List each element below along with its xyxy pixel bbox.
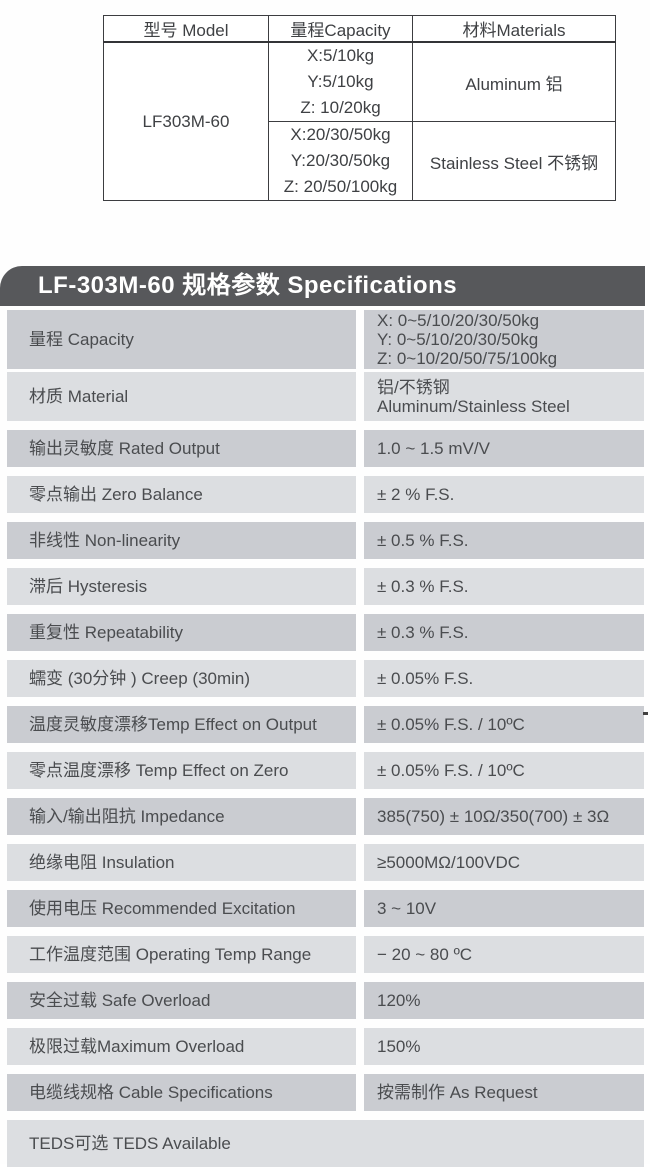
spec-value: 385(750) ± 10Ω/350(700) ± 3Ω bbox=[364, 798, 644, 835]
capacity-cell-stainless: X:20/30/50kg Y:20/30/50kg Z: 20/50/100kg bbox=[268, 121, 413, 201]
spec-value-line: Aluminum/Stainless Steel bbox=[377, 396, 570, 416]
spec-value: ± 0.3 % F.S. bbox=[364, 614, 644, 651]
spec-label: 工作温度范围 Operating Temp Range bbox=[7, 936, 356, 973]
spec-row-impedance: 输入/输出阻抗 Impedance 385(750) ± 10Ω/350(700… bbox=[7, 798, 644, 835]
material-cell-aluminum: Aluminum 铝 bbox=[412, 41, 616, 122]
spec-label: 材质 Material bbox=[7, 372, 356, 421]
spec-value-line: Z: 0~10/20/50/75/100kg bbox=[377, 349, 558, 368]
spec-value: X: 0~5/10/20/30/50kg Y: 0~5/10/20/30/50k… bbox=[364, 310, 644, 369]
capacity-line: Y:5/10kg bbox=[307, 72, 374, 91]
spec-value: ≥5000MΩ/100VDC bbox=[364, 844, 644, 881]
spec-label: 输出灵敏度 Rated Output bbox=[7, 430, 356, 467]
model-name-cell: LF303M-60 bbox=[103, 41, 269, 201]
model-table-header-row: 型号 Model 量程Capacity 材料Materials bbox=[103, 15, 616, 43]
spec-row-hysteresis: 滞后 Hysteresis ± 0.3 % F.S. bbox=[7, 568, 644, 605]
capacity-line: X:5/10kg bbox=[306, 46, 375, 65]
spec-value: ± 0.05% F.S. / 10ºC bbox=[364, 706, 644, 743]
spec-value: − 20 ~ 80 ºC bbox=[364, 936, 644, 973]
spec-label: 滞后 Hysteresis bbox=[7, 568, 356, 605]
capacity-cell-aluminum: X:5/10kg Y:5/10kg Z: 10/20kg bbox=[268, 41, 413, 122]
specifications-title-bar: LF-303M-60 规格参数 Specifications bbox=[0, 266, 645, 306]
capacity-line: Z: 10/20kg bbox=[300, 98, 381, 117]
spec-row-maximum-overload: 极限过载Maximum Overload 150% bbox=[7, 1028, 644, 1065]
spec-row-insulation: 绝缘电阻 Insulation ≥5000MΩ/100VDC bbox=[7, 844, 644, 881]
spec-value: 铝/不锈钢 Aluminum/Stainless Steel bbox=[364, 372, 644, 421]
spec-row-cable-specifications: 电缆线规格 Cable Specifications 按需制作 As Reque… bbox=[7, 1074, 644, 1111]
spec-row-non-linearity: 非线性 Non-linearity ± 0.5 % F.S. bbox=[7, 522, 644, 559]
spec-row-repeatability: 重复性 Repeatability ± 0.3 % F.S. bbox=[7, 614, 644, 651]
spec-row-operating-temp: 工作温度范围 Operating Temp Range − 20 ~ 80 ºC bbox=[7, 936, 644, 973]
spec-label: 使用电压 Recommended Excitation bbox=[7, 890, 356, 927]
spec-label: 输入/输出阻抗 Impedance bbox=[7, 798, 356, 835]
spec-label: 零点温度漂移 Temp Effect on Zero bbox=[7, 752, 356, 789]
spec-label: 蠕变 (30分钟 ) Creep (30min) bbox=[7, 660, 356, 697]
spec-label: 非线性 Non-linearity bbox=[7, 522, 356, 559]
spec-label: TEDS可选 TEDS Available bbox=[7, 1120, 644, 1167]
spec-row-material: 材质 Material 铝/不锈钢 Aluminum/Stainless Ste… bbox=[7, 372, 644, 421]
spec-value-line: 铝/不锈钢 bbox=[377, 377, 450, 397]
spec-row-excitation: 使用电压 Recommended Excitation 3 ~ 10V bbox=[7, 890, 644, 927]
spec-value: 120% bbox=[364, 982, 644, 1019]
model-table-header-materials: 材料Materials bbox=[412, 15, 616, 43]
spec-row-capacity: 量程 Capacity X: 0~5/10/20/30/50kg Y: 0~5/… bbox=[7, 310, 644, 369]
model-table-header-model: 型号 Model bbox=[103, 15, 269, 43]
model-table-row-stainless: X:20/30/50kg Y:20/30/50kg Z: 20/50/100kg… bbox=[104, 121, 616, 201]
edge-artifact-mark bbox=[643, 712, 648, 715]
spec-value-line: X: 0~5/10/20/30/50kg bbox=[377, 311, 540, 330]
spec-row-temp-effect-zero: 零点温度漂移 Temp Effect on Zero ± 0.05% F.S. … bbox=[7, 752, 644, 789]
spec-label: 极限过载Maximum Overload bbox=[7, 1028, 356, 1065]
specifications-table: 量程 Capacity X: 0~5/10/20/30/50kg Y: 0~5/… bbox=[7, 310, 644, 1167]
spec-value: ± 2 % F.S. bbox=[364, 476, 644, 513]
model-table: 型号 Model 量程Capacity 材料Materials LF303M-6… bbox=[103, 15, 616, 201]
spec-row-safe-overload: 安全过载 Safe Overload 120% bbox=[7, 982, 644, 1019]
spec-label: 温度灵敏度漂移Temp Effect on Output bbox=[7, 706, 356, 743]
spec-row-temp-effect-output: 温度灵敏度漂移Temp Effect on Output ± 0.05% F.S… bbox=[7, 706, 644, 743]
capacity-line: X:20/30/50kg bbox=[290, 125, 391, 144]
spec-value: ± 0.05% F.S. / 10ºC bbox=[364, 752, 644, 789]
spec-value: 1.0 ~ 1.5 mV/V bbox=[364, 430, 644, 467]
spec-label: 电缆线规格 Cable Specifications bbox=[7, 1074, 356, 1111]
capacity-line: Z: 20/50/100kg bbox=[283, 177, 398, 196]
spec-row-zero-balance: 零点输出 Zero Balance ± 2 % F.S. bbox=[7, 476, 644, 513]
spec-value: 3 ~ 10V bbox=[364, 890, 644, 927]
spec-value: ± 0.5 % F.S. bbox=[364, 522, 644, 559]
spec-label: 量程 Capacity bbox=[7, 310, 356, 369]
material-cell-stainless: Stainless Steel 不锈钢 bbox=[412, 121, 616, 201]
spec-label: 绝缘电阻 Insulation bbox=[7, 844, 356, 881]
spec-value: 150% bbox=[364, 1028, 644, 1065]
model-table-row-aluminum: LF303M-60 X:5/10kg Y:5/10kg Z: 10/20kg A… bbox=[103, 41, 616, 201]
spec-value: ± 0.3 % F.S. bbox=[364, 568, 644, 605]
spec-value: ± 0.05% F.S. bbox=[364, 660, 644, 697]
spec-row-teds: TEDS可选 TEDS Available bbox=[7, 1120, 644, 1167]
capacity-line: Y:20/30/50kg bbox=[290, 151, 391, 170]
spec-label: 安全过载 Safe Overload bbox=[7, 982, 356, 1019]
spec-label: 零点输出 Zero Balance bbox=[7, 476, 356, 513]
model-table-header-capacity: 量程Capacity bbox=[268, 15, 413, 43]
spec-row-rated-output: 输出灵敏度 Rated Output 1.0 ~ 1.5 mV/V bbox=[7, 430, 644, 467]
spec-value-line: Y: 0~5/10/20/30/50kg bbox=[377, 330, 539, 349]
spec-row-creep: 蠕变 (30分钟 ) Creep (30min) ± 0.05% F.S. bbox=[7, 660, 644, 697]
spec-value: 按需制作 As Request bbox=[364, 1074, 644, 1111]
spec-label: 重复性 Repeatability bbox=[7, 614, 356, 651]
